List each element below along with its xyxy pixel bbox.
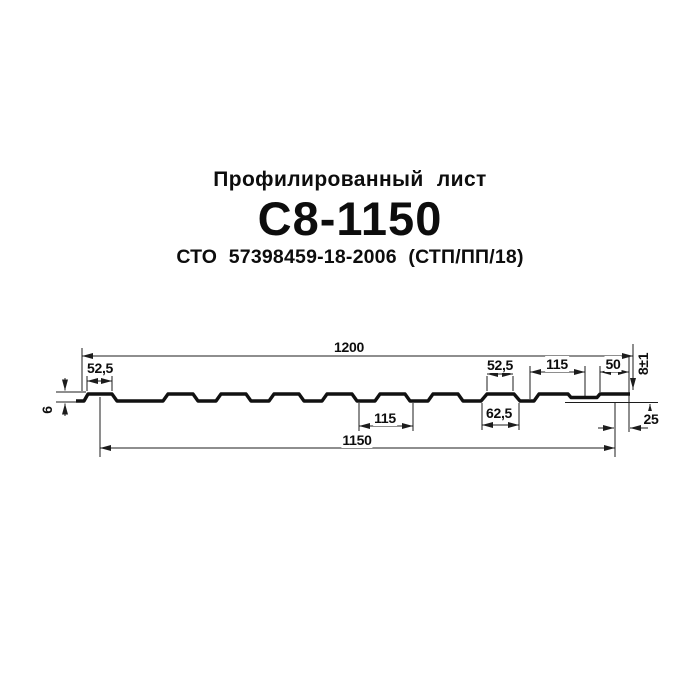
profile-outline [76,392,630,403]
profile-designation-title: С8-1150 [257,192,443,245]
dim-rib-base-label: 62,5 [484,405,514,421]
dim-right-rib-top-label: 52,5 [485,357,515,373]
dim-height-label: 8±1 [635,352,651,376]
standard-reference: СТО 57398459-18-2006 (СТП/ПП/18) [176,246,524,268]
dim-edge-height-label: 6 [39,406,55,414]
dimension-lines [62,346,653,451]
dim-edge-overlap-label: 25 [642,411,660,427]
dim-pitch-top-label: 115 [545,356,569,372]
dim-useful-width-label: 1150 [341,432,373,448]
sheet-type-subtitle: Профилированный лист [213,168,487,191]
dim-end-flat-label: 50 [604,356,622,372]
dim-pitch-bottom-label: 115 [373,410,397,426]
dim-left-rib-top-label: 52,5 [85,360,115,376]
dim-total-width-label: 1200 [333,339,365,355]
title-block: Профилированный лист С8-1150 СТО 5739845… [0,168,700,269]
